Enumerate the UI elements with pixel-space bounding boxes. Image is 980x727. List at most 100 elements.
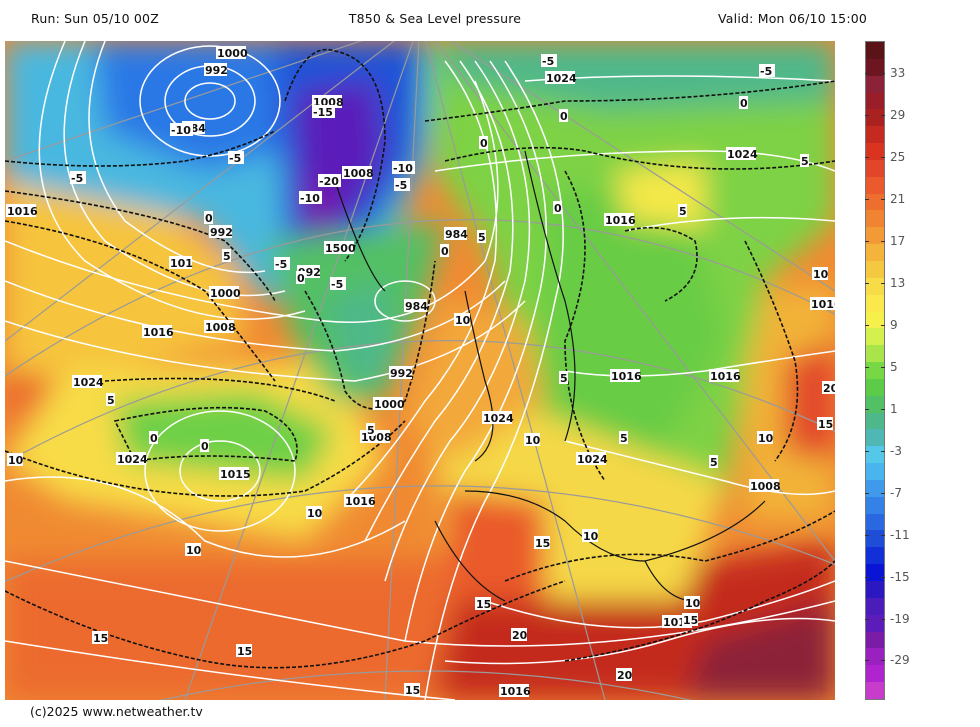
colorbar-tick-label: 13 — [890, 276, 906, 290]
isobar-label-bg — [72, 375, 102, 388]
isobar-label-bg — [482, 411, 512, 424]
isobar-label-bg — [342, 166, 372, 179]
colorbar-segment — [866, 665, 884, 683]
isotherm-label: -15 — [313, 106, 333, 119]
colorbar-tick — [865, 115, 869, 116]
colorbar-tick — [881, 660, 885, 661]
colorbar-segment — [866, 210, 884, 228]
isotherm-label-bg — [616, 668, 632, 681]
isotherm-label-bg — [682, 613, 698, 626]
isobar-label: 101 — [170, 257, 193, 270]
isotherm-label-bg — [200, 439, 209, 452]
isotherm-label: 15 — [237, 645, 252, 658]
isobar-label: 1024 — [73, 376, 104, 389]
isotherm-label: -5 — [229, 152, 241, 165]
isotherm-label: 10 — [583, 530, 599, 543]
isobar-label: 1008 — [205, 321, 236, 334]
colorbar-tick-label: -11 — [890, 528, 910, 542]
isobar-label-bg — [209, 225, 232, 238]
isotherm-label: -5 — [331, 278, 343, 291]
isotherm-label-bg — [477, 230, 486, 243]
colorbar-segment — [866, 378, 884, 396]
colorbar-tick-label: -3 — [890, 444, 902, 458]
isotherm-label: 5 — [710, 456, 718, 469]
isotherm-label: -5 — [760, 65, 772, 78]
isobar-label: 1016 — [611, 370, 642, 383]
colorbar-segment — [866, 463, 884, 480]
colorbar-segment — [866, 42, 884, 59]
colorbar-tick — [865, 577, 869, 578]
isotherm-label-bg — [440, 244, 449, 257]
isobar-label-bg — [204, 320, 234, 333]
isotherm-label-bg — [582, 529, 598, 542]
isobar-label-bg — [726, 147, 756, 160]
chart-title: T850 & Sea Level pressure — [348, 11, 522, 26]
colorbar-segment — [866, 260, 884, 278]
isotherm-label: -10 — [393, 162, 413, 175]
isotherm-label: 10 — [8, 454, 24, 467]
isobar-label: 1016 — [605, 214, 636, 227]
isotherm-label: 5 — [367, 424, 375, 437]
isobar-label: 1016 — [7, 205, 38, 218]
temperature-contours — [5, 48, 835, 669]
isobar-label: 1500 — [325, 242, 356, 255]
isotherm-label: -10 — [300, 192, 320, 205]
colorbar-tick-label: -19 — [890, 612, 910, 626]
colorbar-segment — [866, 682, 884, 699]
colorbar-segment — [866, 143, 884, 160]
colorbar-segment — [866, 159, 884, 177]
isotherm-label-bg — [559, 109, 568, 122]
colorbar-segment — [866, 227, 884, 245]
isotherm-label-bg — [70, 171, 86, 184]
isobar-label: 984 — [445, 228, 468, 241]
weather-map[interactable]: 1000 992 984 1008 1008 1500 992 101 1000 1008 1016… — [5, 41, 835, 700]
temperature-labels: -5 -5 0 0 0 -10 -15 -5 -5 -20 -10 -10 -5 0 5 -5 0 -5 0 5 0 5 5… — [7, 54, 835, 697]
isotherm-label-bg — [541, 54, 557, 67]
isotherm-label: 5 — [478, 231, 486, 244]
isotherm-label: 15 — [93, 632, 108, 645]
isobar-label: 1016 — [500, 685, 531, 698]
isotherm-label-bg — [524, 433, 540, 446]
isobar-label-bg — [219, 467, 249, 480]
isotherm-label-bg — [274, 257, 290, 270]
colorbar-tick — [865, 199, 869, 200]
isotherm-label-bg — [204, 211, 213, 224]
isobars — [5, 41, 835, 700]
colorbar-tick — [881, 199, 885, 200]
isotherm-label-bg — [800, 154, 809, 167]
colorbar-tick — [881, 493, 885, 494]
colorbar-tick — [881, 325, 885, 326]
isotherm-label-bg — [7, 453, 23, 466]
colorbar-segment — [866, 176, 884, 194]
isotherm-label-bg — [822, 381, 835, 394]
colorbar-segment — [866, 294, 884, 312]
isotherm-label: 15 — [818, 418, 833, 431]
colorbar-tick — [881, 535, 885, 536]
colorbar-segment — [866, 328, 884, 346]
isotherm-label: 0 — [554, 202, 562, 215]
isotherm-label: 15 — [535, 537, 550, 550]
isotherm-label: -5 — [71, 172, 83, 185]
isobar-label-bg — [389, 366, 412, 379]
colorbar-segment — [866, 92, 884, 110]
isotherm-label: 10 — [186, 544, 202, 557]
isotherm-label-bg — [318, 174, 341, 187]
colorbar-tick-label: 5 — [890, 360, 898, 374]
isotherm-label-bg — [759, 64, 775, 77]
isotherm-label-bg — [739, 96, 748, 109]
isobar-label: 1008 — [361, 431, 392, 444]
colorbar-tick — [865, 73, 869, 74]
isobar-label-bg — [749, 479, 779, 492]
isotherm-label-bg — [757, 431, 773, 444]
isotherm-label-bg — [185, 543, 201, 556]
colorbar-segment — [866, 496, 884, 514]
isotherm-label-bg — [366, 423, 375, 436]
isobar-label: 992 — [210, 226, 233, 239]
colorbar-tick — [865, 409, 869, 410]
isobar-label: 1000 — [210, 287, 241, 300]
colorbar-tick-label: -7 — [890, 486, 902, 500]
run-time-label: Run: Sun 05/10 00Z — [31, 11, 159, 26]
colorbar-segment — [866, 597, 884, 615]
isotherm-label: 10 — [455, 314, 471, 327]
isotherm-label-bg — [170, 123, 193, 136]
